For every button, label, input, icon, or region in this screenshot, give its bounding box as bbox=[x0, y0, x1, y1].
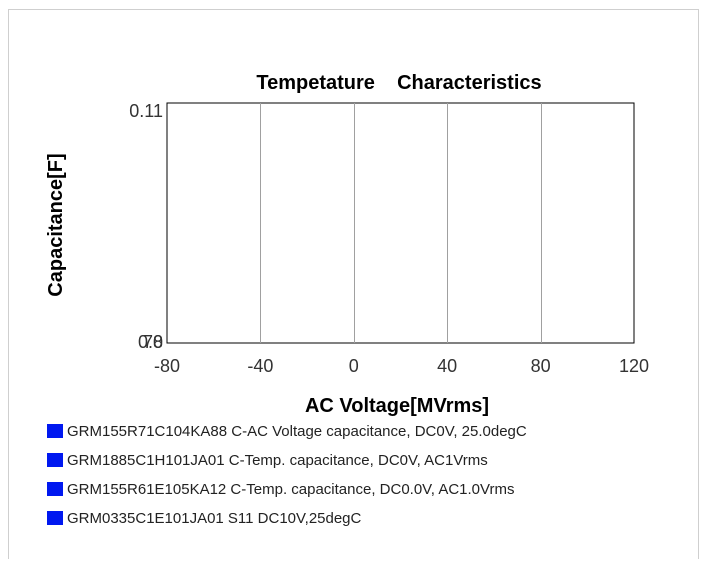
legend-swatch bbox=[47, 424, 63, 438]
x-tick-label: -80 bbox=[154, 356, 180, 376]
legend-swatch bbox=[47, 482, 63, 496]
legend-swatch bbox=[47, 511, 63, 525]
x-tick-label: 0 bbox=[349, 356, 359, 376]
legend-label: GRM155R71C104KA88 C-AC Voltage capacitan… bbox=[67, 423, 527, 440]
legend-label: GRM155R61E105KA12 C-Temp. capacitance, D… bbox=[67, 481, 515, 498]
x-tick-label: -40 bbox=[247, 356, 273, 376]
x-tick-labels: -80 -40 0 40 80 120 bbox=[154, 356, 649, 376]
legend-item: GRM155R71C104KA88 C-AC Voltage capacitan… bbox=[47, 423, 527, 452]
plot-area bbox=[166, 102, 635, 344]
legend-label: GRM1885C1H101JA01 C-Temp. capacitance, D… bbox=[67, 452, 488, 469]
x-tick-label: 40 bbox=[437, 356, 457, 376]
plot-border bbox=[166, 102, 635, 344]
legend: GRM155R71C104KA88 C-AC Voltage capacitan… bbox=[47, 423, 527, 539]
x-tick-label: 80 bbox=[531, 356, 551, 376]
legend-item: GRM0335C1E101JA01 S11 DC10V,25degC bbox=[47, 510, 527, 539]
y-tick-label-bottom-b: 78 bbox=[143, 332, 163, 352]
legend-swatch bbox=[47, 453, 63, 467]
gridlines bbox=[260, 103, 542, 343]
y-tick-label-bottom-a: 0.0 bbox=[138, 332, 163, 352]
y-axis-title: Capacitance[F] bbox=[45, 153, 67, 296]
y-tick-label-top: 0.11 bbox=[129, 101, 163, 121]
x-axis-title: AC Voltage[MVrms] bbox=[305, 395, 489, 417]
legend-item: GRM155R61E105KA12 C-Temp. capacitance, D… bbox=[47, 481, 527, 510]
chart-title: Tempetature Characteristics bbox=[256, 72, 541, 94]
legend-label: GRM0335C1E101JA01 S11 DC10V,25degC bbox=[67, 510, 362, 527]
x-tick-label: 120 bbox=[619, 356, 649, 376]
legend-item: GRM1885C1H101JA01 C-Temp. capacitance, D… bbox=[47, 452, 527, 481]
